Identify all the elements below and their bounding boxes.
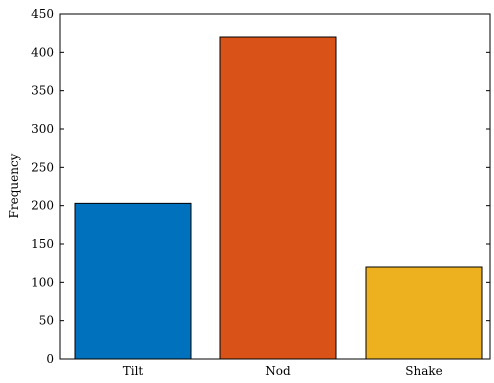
plot-frame <box>59 13 491 360</box>
y-axis-label: Frequency <box>7 153 21 218</box>
y-tick-label: 0 <box>46 352 54 366</box>
y-tick-label: 250 <box>31 160 54 174</box>
y-tick-label: 200 <box>31 199 54 213</box>
y-tick-label: 400 <box>31 45 54 59</box>
bars-layer <box>74 36 483 360</box>
y-axis-ticks: 0 50 100 150 200 250 300 350 400 450 <box>31 7 490 366</box>
y-tick-label: 50 <box>39 314 54 328</box>
bar-nod <box>219 36 337 360</box>
y-tick-label: 150 <box>31 237 54 251</box>
x-tick-label-shake: Shake <box>405 364 442 378</box>
bar-tilt <box>74 202 192 360</box>
bar-shake <box>365 266 483 360</box>
y-tick-label: 350 <box>31 84 54 98</box>
y-tick-label: 100 <box>31 275 54 289</box>
y-tick-label: 450 <box>31 7 54 21</box>
x-axis-ticks: Tilt Nod Shake <box>123 364 443 378</box>
axes-layer <box>59 13 491 360</box>
x-tick-label-nod: Nod <box>265 364 291 378</box>
x-tick-label-tilt: Tilt <box>123 364 144 378</box>
y-tick-label: 300 <box>31 122 54 136</box>
